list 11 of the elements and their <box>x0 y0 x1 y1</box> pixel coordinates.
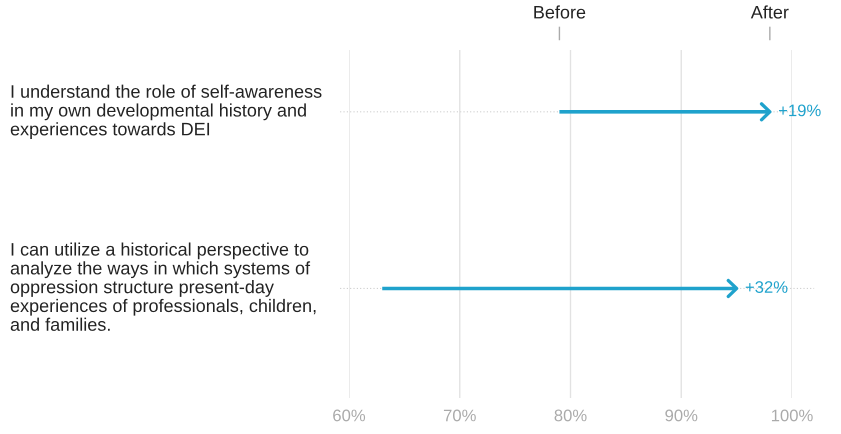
y-tick-label: I can utilize a historical perspective to analyze the ways in which systems of oppression structure present-day experiences of professionals, children, and families. <box>10 242 316 331</box>
text: After <box>750 5 789 19</box>
x-tick-label: 60% <box>333 410 366 422</box>
x-tick-label: 100% <box>772 410 813 422</box>
data-label: +19% <box>779 104 821 116</box>
x-tick-label: 80% <box>554 410 587 422</box>
text: Before <box>534 5 586 19</box>
y-tick-label: I understand the role of self-awareness in my own developmental history and experiences towards DEI <box>10 84 322 140</box>
data-label: +32% <box>746 281 788 293</box>
x-tick-label: 70% <box>444 410 476 422</box>
x-tick-label: 90% <box>665 410 698 422</box>
